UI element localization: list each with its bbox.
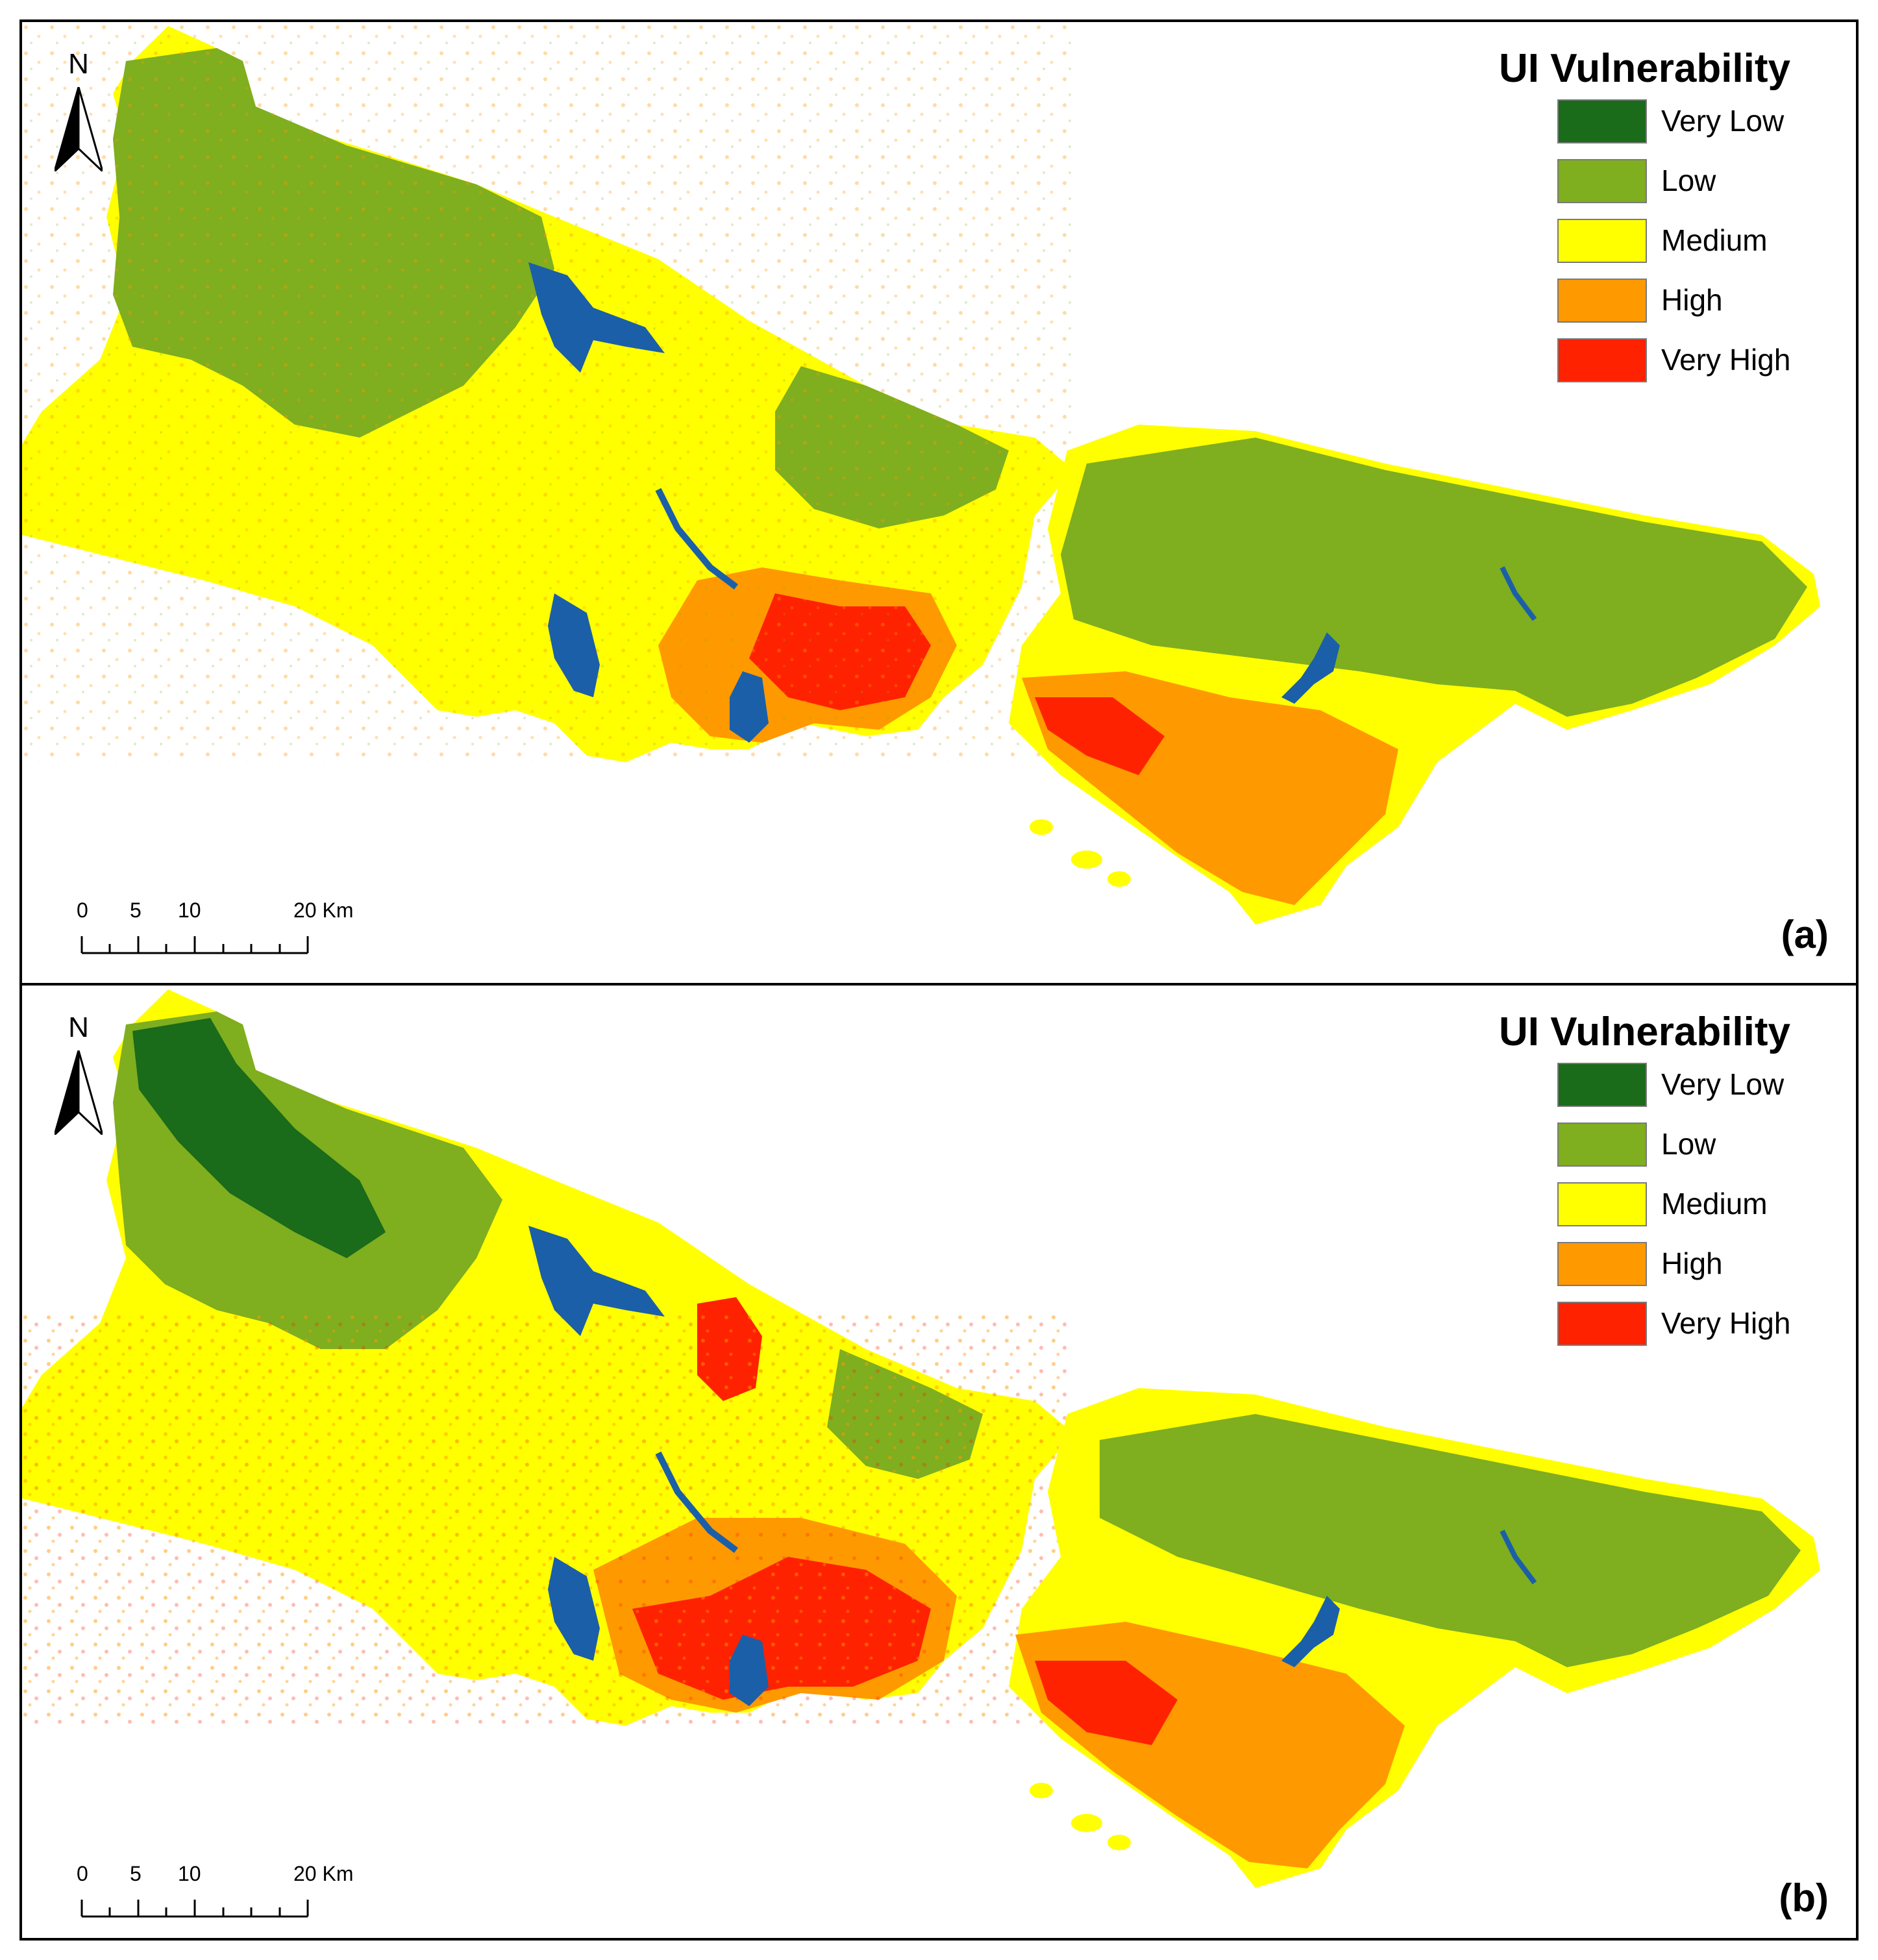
scale-tick-10: 10 xyxy=(178,1862,201,1885)
north-arrow-icon xyxy=(55,1050,103,1135)
european-very-low-zone xyxy=(132,1018,386,1258)
legend-item-very-high: Very High xyxy=(1486,1294,1836,1354)
reservoir-east xyxy=(1281,1596,1340,1667)
reservoir-east xyxy=(1281,632,1340,704)
legend-item-high: High xyxy=(1486,271,1836,330)
legend-swatch xyxy=(1557,219,1647,263)
north-arrow-icon xyxy=(55,87,103,171)
legend-title: UI Vulnerability xyxy=(1499,46,1791,91)
legend-item-low: Low xyxy=(1486,1115,1836,1174)
lake-west xyxy=(548,593,600,697)
map-panel-b: N UI Vulnerability Very Low Low Medium H… xyxy=(22,986,1856,1946)
scale-tick-10: 10 xyxy=(178,899,201,922)
legend-label: Medium xyxy=(1661,1187,1768,1221)
river-center xyxy=(655,488,738,589)
island-2 xyxy=(1071,1814,1102,1832)
lake-center xyxy=(730,671,769,743)
scale-bar-graphic xyxy=(80,1900,309,1918)
legend-title: UI Vulnerability xyxy=(1499,1010,1791,1054)
legend-label: High xyxy=(1661,1247,1723,1280)
legend-label: High xyxy=(1661,283,1723,317)
vulnerability-map-a xyxy=(22,22,1820,924)
legend-item-medium: Medium xyxy=(1486,211,1836,271)
legend: UI Vulnerability Very Low Low Medium Hig… xyxy=(1486,45,1836,390)
legend-item-very-low: Very Low xyxy=(1486,92,1836,151)
river-east xyxy=(1500,1530,1537,1585)
lake-north xyxy=(528,262,665,373)
lake-north xyxy=(528,1226,665,1336)
lake-center xyxy=(730,1635,769,1706)
scale-tick-20: 20 Km xyxy=(293,899,354,922)
scale-tick-0: 0 xyxy=(77,1862,88,1885)
island-1 xyxy=(1030,1783,1053,1798)
lake-west xyxy=(548,1557,600,1661)
legend: UI Vulnerability Very Low Low Medium Hig… xyxy=(1486,1009,1836,1354)
asian-very-high-zone xyxy=(1035,1661,1178,1745)
scale-bar: 0 5 10 20 Km xyxy=(48,1862,386,1933)
legend-item-very-low: Very Low xyxy=(1486,1055,1836,1115)
panel-label-b: (b) xyxy=(1779,1876,1829,1920)
scale-tick-5: 5 xyxy=(130,1862,142,1885)
north-arrow: N xyxy=(43,48,114,178)
vulnerability-map-b xyxy=(22,989,1820,1888)
legend-item-high: High xyxy=(1486,1234,1836,1294)
legend-label: Very High xyxy=(1661,1306,1791,1340)
asian-forest-zone xyxy=(1061,438,1807,717)
figure-frame xyxy=(19,19,1859,1941)
north-arrow-label: N xyxy=(68,1011,89,1043)
legend-swatch xyxy=(1557,1182,1647,1226)
asian-forest-zone xyxy=(1100,1414,1801,1667)
north-arrow-label: N xyxy=(68,48,89,80)
legend-label: Low xyxy=(1661,1127,1716,1161)
legend-swatch xyxy=(1557,279,1647,323)
legend-item-medium: Medium xyxy=(1486,1174,1836,1234)
island-3 xyxy=(1107,1835,1131,1850)
scale-tick-0: 0 xyxy=(77,899,88,922)
legend-swatch xyxy=(1557,338,1647,382)
asian-very-high-zone xyxy=(1035,697,1165,775)
scale-bar: 0 5 10 20 Km xyxy=(48,899,386,970)
island-3 xyxy=(1107,871,1131,887)
legend-swatch xyxy=(1557,99,1647,143)
scale-bar-graphic xyxy=(80,936,309,954)
legend-label: Very High xyxy=(1661,343,1791,377)
legend-label: Very Low xyxy=(1661,1067,1785,1101)
scale-tick-20: 20 Km xyxy=(293,1862,354,1885)
island-1 xyxy=(1030,819,1053,835)
legend-label: Very Low xyxy=(1661,104,1785,138)
map-panel-a: N UI Vulnerability Very Low Low Medium H… xyxy=(22,22,1856,983)
legend-label: Medium xyxy=(1661,223,1768,257)
legend-swatch xyxy=(1557,1123,1647,1167)
island-2 xyxy=(1071,850,1102,869)
legend-item-very-high: Very High xyxy=(1486,330,1836,390)
river-east xyxy=(1500,566,1537,621)
river-center xyxy=(655,1451,738,1553)
north-arrow: N xyxy=(43,1011,114,1141)
panel-divider xyxy=(19,983,1859,986)
legend-item-low: Low xyxy=(1486,151,1836,211)
legend-label: Low xyxy=(1661,164,1716,197)
scale-tick-5: 5 xyxy=(130,899,142,922)
panel-label-a: (a) xyxy=(1781,913,1829,956)
legend-swatch xyxy=(1557,1063,1647,1107)
legend-swatch xyxy=(1557,1242,1647,1286)
legend-swatch xyxy=(1557,159,1647,203)
legend-swatch xyxy=(1557,1302,1647,1346)
